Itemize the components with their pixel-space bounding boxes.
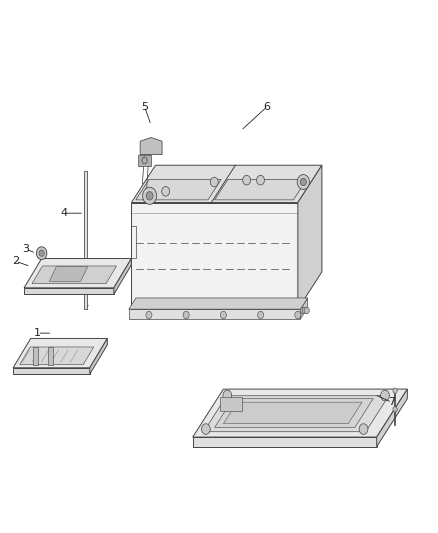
- Circle shape: [39, 250, 44, 256]
- Polygon shape: [129, 298, 307, 309]
- Circle shape: [258, 311, 264, 319]
- Circle shape: [257, 175, 265, 185]
- Circle shape: [304, 308, 309, 314]
- Polygon shape: [13, 338, 107, 368]
- Circle shape: [146, 311, 152, 319]
- Polygon shape: [140, 138, 162, 155]
- Text: 3: 3: [22, 244, 29, 254]
- Polygon shape: [136, 179, 221, 200]
- Polygon shape: [114, 259, 131, 294]
- Polygon shape: [13, 368, 90, 374]
- Polygon shape: [298, 165, 322, 309]
- Text: 5: 5: [141, 102, 148, 111]
- Polygon shape: [131, 203, 298, 309]
- Circle shape: [146, 191, 153, 200]
- Polygon shape: [24, 259, 131, 288]
- Circle shape: [162, 187, 170, 196]
- Circle shape: [183, 311, 189, 319]
- Polygon shape: [20, 347, 94, 365]
- Polygon shape: [32, 266, 117, 284]
- Polygon shape: [129, 309, 300, 319]
- Polygon shape: [220, 398, 242, 410]
- Polygon shape: [377, 389, 407, 447]
- Text: 1: 1: [34, 328, 41, 338]
- Polygon shape: [49, 266, 88, 281]
- Text: 7: 7: [389, 398, 396, 407]
- Text: 4: 4: [60, 208, 67, 218]
- Circle shape: [300, 308, 305, 314]
- Circle shape: [142, 157, 147, 164]
- Polygon shape: [215, 179, 307, 200]
- Circle shape: [295, 311, 301, 319]
- Text: 2: 2: [12, 256, 19, 266]
- Polygon shape: [90, 338, 107, 374]
- Polygon shape: [193, 437, 377, 447]
- Polygon shape: [131, 165, 322, 203]
- Circle shape: [36, 247, 47, 260]
- Circle shape: [300, 178, 306, 186]
- Polygon shape: [33, 348, 38, 365]
- Polygon shape: [300, 298, 307, 319]
- Polygon shape: [204, 395, 389, 432]
- Circle shape: [243, 175, 251, 185]
- Polygon shape: [193, 389, 407, 437]
- Circle shape: [297, 175, 309, 189]
- Polygon shape: [223, 402, 362, 424]
- Polygon shape: [215, 399, 373, 427]
- Circle shape: [220, 311, 226, 319]
- Circle shape: [210, 177, 218, 187]
- Circle shape: [143, 187, 157, 204]
- Circle shape: [201, 424, 210, 434]
- Circle shape: [381, 390, 389, 401]
- Circle shape: [393, 407, 397, 412]
- Circle shape: [359, 424, 368, 434]
- Circle shape: [223, 390, 232, 401]
- Polygon shape: [24, 288, 114, 294]
- Polygon shape: [138, 155, 151, 166]
- Text: 6: 6: [264, 102, 271, 111]
- Circle shape: [302, 308, 307, 314]
- Polygon shape: [48, 348, 53, 365]
- Polygon shape: [84, 171, 87, 309]
- Circle shape: [393, 388, 397, 393]
